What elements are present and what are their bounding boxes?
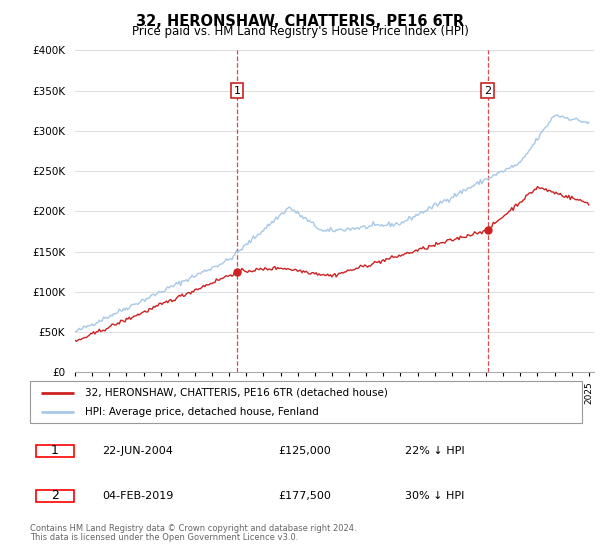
Text: 22% ↓ HPI: 22% ↓ HPI [406, 446, 465, 456]
Text: 1: 1 [51, 445, 59, 458]
Text: This data is licensed under the Open Government Licence v3.0.: This data is licensed under the Open Gov… [30, 533, 298, 542]
Text: 2: 2 [484, 86, 491, 96]
Text: 22-JUN-2004: 22-JUN-2004 [102, 446, 173, 456]
Text: 04-FEB-2019: 04-FEB-2019 [102, 491, 173, 501]
Text: £177,500: £177,500 [278, 491, 331, 501]
Text: £125,000: £125,000 [278, 446, 331, 456]
Text: 32, HERONSHAW, CHATTERIS, PE16 6TR: 32, HERONSHAW, CHATTERIS, PE16 6TR [136, 14, 464, 29]
Text: 30% ↓ HPI: 30% ↓ HPI [406, 491, 465, 501]
Text: 2: 2 [51, 489, 59, 502]
FancyBboxPatch shape [35, 490, 74, 502]
FancyBboxPatch shape [35, 445, 74, 457]
Text: HPI: Average price, detached house, Fenland: HPI: Average price, detached house, Fenl… [85, 407, 319, 417]
Text: Price paid vs. HM Land Registry's House Price Index (HPI): Price paid vs. HM Land Registry's House … [131, 25, 469, 38]
Text: Contains HM Land Registry data © Crown copyright and database right 2024.: Contains HM Land Registry data © Crown c… [30, 524, 356, 533]
Text: 1: 1 [234, 86, 241, 96]
Text: 32, HERONSHAW, CHATTERIS, PE16 6TR (detached house): 32, HERONSHAW, CHATTERIS, PE16 6TR (deta… [85, 388, 388, 398]
